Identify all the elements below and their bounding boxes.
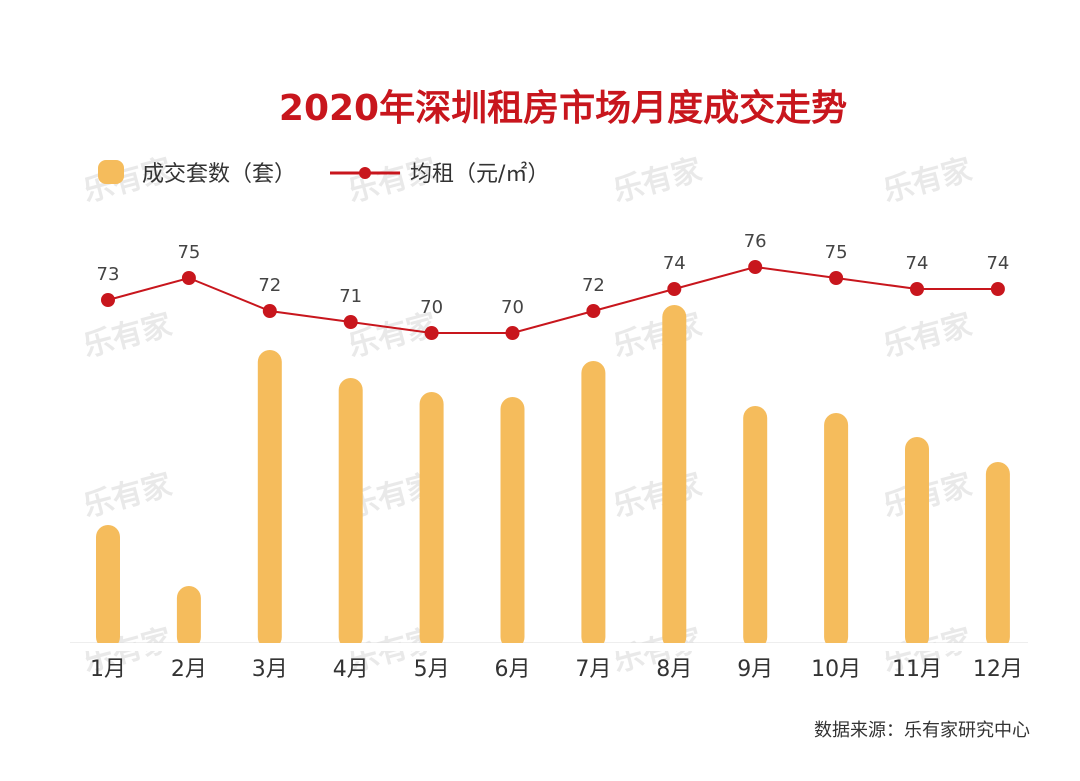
source-note: 数据来源：乐有家研究中心 — [814, 720, 1030, 741]
x-tick-label: 8月 — [656, 657, 692, 682]
x-tick-label: 9月 — [737, 657, 773, 682]
watermark-logo: 乐有家 — [880, 152, 976, 209]
rent-data-label: 75 — [825, 242, 848, 263]
bar — [662, 305, 687, 649]
rent-data-label: 76 — [744, 231, 767, 252]
rent-point — [181, 271, 196, 285]
watermark-logo: 乐有家 — [610, 467, 706, 524]
rent-data-label: 75 — [177, 242, 200, 263]
x-tick-label: 6月 — [495, 657, 531, 682]
bar — [743, 406, 768, 649]
chart-title: 2020年深圳租房市场月度成交走势 — [279, 87, 847, 129]
rent-data-label: 74 — [906, 253, 929, 274]
rent-point — [990, 282, 1005, 296]
x-tick-label: 4月 — [333, 657, 369, 682]
rent-data-label: 74 — [663, 253, 686, 274]
legend-bar-label: 成交套数（套） — [142, 162, 296, 187]
x-tick-label: 10月 — [811, 657, 861, 682]
bar — [419, 392, 444, 649]
bar — [176, 586, 201, 649]
rent-line — [107, 265, 998, 334]
legend-line-label: 均租（元/㎡） — [410, 161, 549, 187]
rent-point — [505, 326, 520, 340]
rent-data-label: 73 — [97, 264, 120, 285]
watermark-logo: 乐有家 — [80, 307, 176, 364]
rent-data-label: 70 — [420, 297, 443, 318]
x-tick-label: 7月 — [575, 657, 611, 682]
rent-point — [101, 293, 115, 307]
x-tick-label: 2月 — [171, 657, 207, 682]
rent-point — [667, 282, 682, 296]
rent-data-label: 72 — [582, 275, 605, 296]
watermark-logo: 乐有家 — [610, 152, 706, 209]
rent-data-label: 71 — [339, 286, 362, 307]
line-series: 73 75 72 71 70 70 72 74 76 75 74 74 — [97, 231, 1009, 340]
watermark-logo: 乐有家 — [80, 467, 176, 524]
bar — [905, 437, 929, 649]
rent-point — [424, 326, 439, 340]
x-tick-label: 3月 — [252, 657, 288, 682]
x-tick-label: 5月 — [414, 657, 450, 682]
watermark-logo: 乐有家 — [880, 307, 976, 364]
rent-data-label: 74 — [986, 253, 1009, 274]
rent-point — [748, 260, 763, 274]
rent-point — [262, 304, 277, 318]
rent-point — [586, 304, 601, 318]
bar — [581, 361, 606, 649]
bar — [985, 462, 1010, 649]
x-tick-label: 11月 — [892, 657, 942, 682]
baseline-mask — [60, 643, 1040, 651]
rent-data-label: 72 — [258, 275, 281, 296]
rent-data-label: 70 — [501, 297, 524, 318]
bars — [60, 305, 1040, 651]
bar — [257, 350, 282, 649]
bar — [824, 413, 849, 649]
legend-bar-swatch — [98, 160, 124, 184]
rent-point — [343, 315, 358, 329]
legend: 成交套数（套） 均租（元/㎡） — [98, 160, 549, 187]
watermark-logo: 乐有家 — [610, 307, 706, 364]
x-tick-labels: 1月 2月 3月 4月 5月 6月 7月 8月 9月 10月 11月 12月 — [90, 657, 1023, 682]
bar — [96, 525, 120, 649]
bar — [338, 378, 363, 649]
x-tick-label: 12月 — [973, 657, 1023, 682]
x-tick-label: 1月 — [90, 657, 126, 682]
bar — [500, 397, 525, 649]
rent-point — [910, 282, 924, 296]
rent-point — [829, 271, 844, 285]
legend-line-marker — [359, 167, 371, 179]
